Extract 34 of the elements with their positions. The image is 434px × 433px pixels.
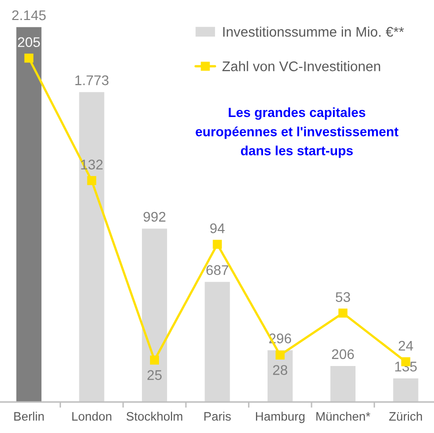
x-tick-label: Zürich — [389, 412, 422, 421]
point — [276, 350, 285, 360]
point — [24, 54, 34, 63]
point — [212, 240, 222, 249]
data-label: 1.773 — [75, 75, 108, 86]
legend-label: Investitionssumme in Mio. €** — [223, 26, 404, 37]
data-label: 53 — [336, 292, 350, 302]
bar — [330, 366, 356, 402]
data-label: 24 — [398, 340, 414, 351]
legend-label: Zahl von VC-Investitionen — [222, 61, 380, 72]
text: Les grandes capitales européennes et l'investissement dans les start-ups — [196, 107, 398, 158]
bar — [393, 378, 418, 402]
point — [87, 176, 96, 186]
data-label: 94 — [210, 223, 225, 234]
bar — [142, 228, 168, 402]
bar — [204, 282, 230, 402]
data-label: 25 — [147, 370, 162, 380]
point — [150, 356, 160, 365]
bar — [79, 92, 104, 402]
x-tick-label: Hamburg — [256, 412, 304, 424]
x-tick-label: München* — [316, 412, 370, 421]
data-label: 205 — [18, 37, 40, 48]
data-label: 28 — [273, 365, 288, 375]
data-label: 2.145 — [12, 10, 46, 20]
data-label: 992 — [144, 212, 166, 222]
x-tick-label: London — [72, 412, 112, 421]
data-label: 206 — [332, 349, 354, 360]
x-tick-label: Paris — [204, 412, 231, 421]
bar — [16, 27, 42, 402]
data-label: 687 — [206, 265, 228, 276]
x-tick-label: Berlin — [14, 412, 44, 421]
x-tick-label: Stockholm — [126, 412, 182, 421]
point — [338, 308, 348, 318]
bar — [268, 350, 293, 402]
